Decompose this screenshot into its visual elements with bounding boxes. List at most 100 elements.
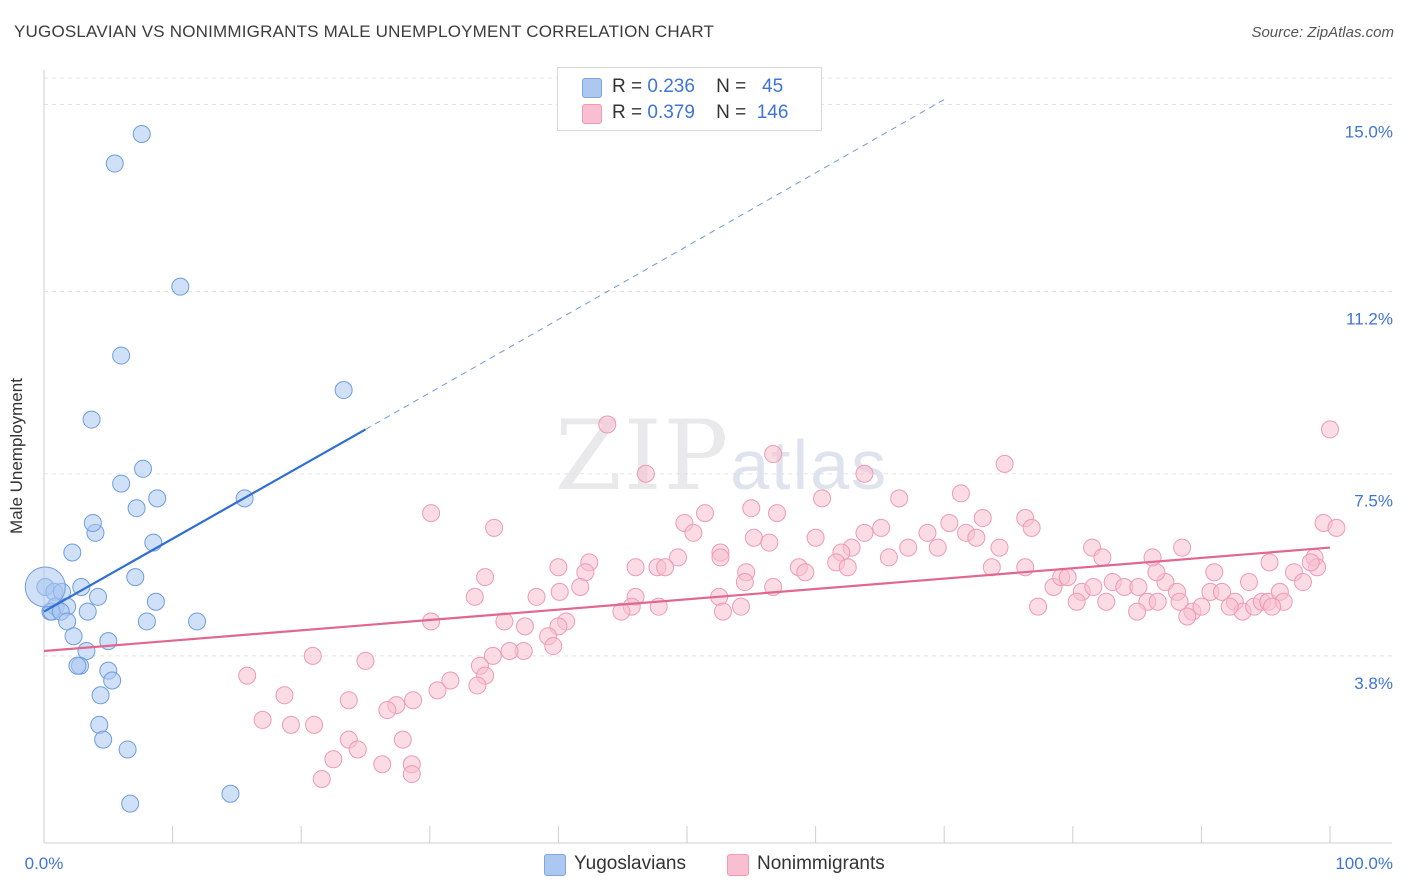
- yugoslavian-point: [146, 592, 165, 611]
- nonimmigrant-point: [238, 666, 257, 685]
- yugoslavian-point: [103, 671, 122, 690]
- nonimmigrant-point: [1022, 518, 1041, 537]
- nonimmigrant-point: [742, 499, 761, 518]
- yugoslavian-point: [121, 794, 140, 813]
- series-label-yugoslavians: Yugoslavians: [574, 853, 686, 874]
- nonimmigrant-point: [356, 651, 375, 670]
- nonimmigrant-point: [636, 464, 655, 483]
- nonimmigrant-point: [1147, 563, 1166, 582]
- nonimmigrant-point: [500, 641, 519, 660]
- yugoslavian-point: [118, 740, 137, 759]
- nonimmigrant-point: [668, 548, 687, 567]
- nonimmigrant-point: [656, 558, 675, 577]
- yugoslavian-point: [112, 474, 131, 493]
- nonimmigrant-point: [973, 509, 992, 528]
- y-tick-label: 7.5%: [1354, 492, 1393, 511]
- legend-r-label: R =: [612, 102, 643, 123]
- nonimmigrant-point: [918, 523, 937, 542]
- nonimmigrant-point: [838, 558, 857, 577]
- nonimmigrant-point: [813, 489, 832, 508]
- yugoslavian-point: [82, 410, 101, 429]
- nonimmigrant-point: [571, 577, 590, 596]
- nonimmigrant-point: [544, 637, 563, 656]
- legend-n-label: N =: [716, 76, 747, 97]
- nonimmigrant-point: [598, 415, 617, 434]
- nonimmigrant-point: [339, 691, 358, 710]
- y-tick-label: 15.0%: [1345, 122, 1393, 141]
- series-swatch-nonimmigrants: [727, 854, 749, 876]
- nonimmigrant-point: [483, 646, 502, 665]
- nonimmigrant-point: [714, 602, 733, 621]
- yugoslavian-point: [89, 587, 108, 606]
- nonimmigrant-point: [378, 701, 397, 720]
- nonimmigrant-point: [855, 464, 874, 483]
- nonimmigrant-point: [732, 597, 751, 616]
- nonimmigrant-point: [1128, 602, 1147, 621]
- yugoslavian-point: [64, 627, 83, 646]
- trend-line-nonimmigrants: [43, 546, 1331, 653]
- yugoslavian-point: [127, 499, 146, 518]
- nonimmigrant-point: [899, 538, 918, 557]
- x-tick-label: 0.0%: [25, 854, 64, 873]
- nonimmigrant-point: [760, 533, 779, 552]
- nonimmigrant-point: [324, 750, 343, 769]
- yugoslavian-point: [78, 602, 97, 621]
- source-label: Source: ZipAtlas.com: [1251, 24, 1394, 41]
- legend-swatch-nonimmigrants: [582, 104, 602, 124]
- trend-extension-yugoslavians: [365, 99, 945, 430]
- nonimmigrant-point: [303, 646, 322, 665]
- nonimmigrant-point: [764, 445, 783, 464]
- nonimmigrant-point: [872, 518, 891, 537]
- nonimmigrant-point: [527, 587, 546, 606]
- yugoslavian-point: [137, 612, 156, 631]
- nonimmigrant-point: [476, 568, 495, 587]
- nonimmigrant-point: [1058, 568, 1077, 587]
- nonimmigrant-point: [744, 528, 763, 547]
- nonimmigrant-point: [515, 617, 534, 636]
- nonimmigrant-point: [990, 538, 1009, 557]
- nonimmigrant-point: [305, 715, 324, 734]
- nonimmigrant-point: [1212, 582, 1231, 601]
- nonimmigrant-point: [806, 528, 825, 547]
- yugoslavian-point: [334, 381, 353, 400]
- series-swatch-yugoslavians: [544, 854, 566, 876]
- watermark-atlas: atlas: [730, 426, 889, 504]
- nonimmigrant-point: [348, 740, 367, 759]
- legend-n-value: 146: [756, 102, 789, 123]
- correlation-legend: R = 0.236 N = 45 R = 0.379 N = 146: [557, 67, 822, 131]
- nonimmigrant-point: [404, 691, 423, 710]
- watermark-zip: ZIP: [555, 400, 731, 512]
- nonimmigrant-point: [768, 504, 787, 523]
- nonimmigrant-point: [995, 454, 1014, 473]
- nonimmigrant-point: [1148, 592, 1167, 611]
- nonimmigrant-point: [441, 671, 460, 690]
- nonimmigrant-point: [1173, 538, 1192, 557]
- nonimmigrant-point: [1205, 563, 1224, 582]
- legend-n-label: N =: [716, 102, 747, 123]
- nonimmigrant-point: [684, 523, 703, 542]
- nonimmigrant-point: [1029, 597, 1048, 616]
- nonimmigrant-point: [1293, 573, 1312, 592]
- yugoslavian-point: [112, 346, 131, 365]
- nonimmigrant-point: [879, 548, 898, 567]
- nonimmigrant-point: [373, 755, 392, 774]
- yugoslavian-point: [83, 513, 102, 532]
- yugoslavian-point: [68, 656, 87, 675]
- legend-r-value: 0.236: [647, 76, 695, 97]
- yugoslavian-point: [126, 568, 145, 587]
- nonimmigrant-point: [1192, 597, 1211, 616]
- yugoslavian-point: [91, 686, 110, 705]
- nonimmigrant-point: [796, 563, 815, 582]
- nonimmigrant-point: [549, 558, 568, 577]
- nonimmigrant-point: [1067, 592, 1086, 611]
- yugoslavian-point: [94, 730, 113, 749]
- nonimmigrant-point: [422, 504, 441, 523]
- series-label-nonimmigrants: Nonimmigrants: [757, 853, 885, 874]
- nonimmigrant-point: [1263, 597, 1282, 616]
- y-tick-label: 11.2%: [1346, 310, 1393, 329]
- nonimmigrant-point: [275, 686, 294, 705]
- nonimmigrant-point: [393, 730, 412, 749]
- legend-r-label: R =: [612, 76, 643, 97]
- nonimmigrant-point: [1220, 597, 1239, 616]
